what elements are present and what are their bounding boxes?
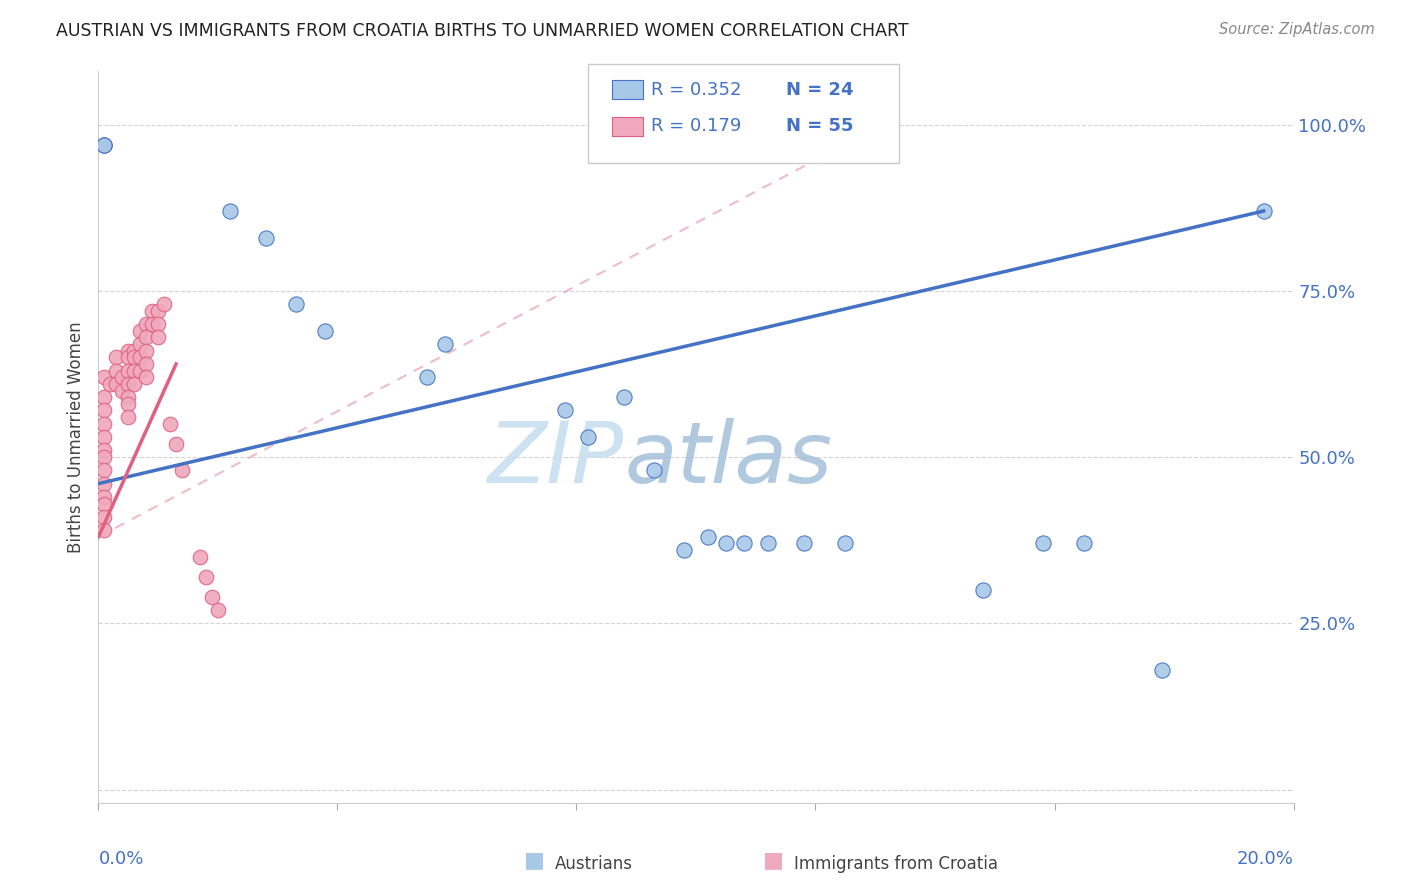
Point (124, 351, 146, 365)
Point (554, 403, 576, 417)
Point (105, 351, 128, 365)
Point (188, 549, 211, 564)
Point (93, 137, 115, 152)
Text: ZIP: ZIP (488, 417, 624, 500)
Point (148, 330, 170, 344)
Point (117, 390, 139, 404)
Text: N = 55: N = 55 (786, 117, 853, 136)
Point (93, 476, 115, 491)
Point (93, 509, 115, 524)
Point (972, 582, 994, 597)
Point (201, 590, 224, 604)
Point (159, 417, 181, 431)
Point (124, 376, 146, 391)
Point (148, 303, 170, 318)
Point (93, 523, 115, 537)
Point (756, 536, 779, 550)
Point (93, 137, 115, 152)
Point (416, 370, 439, 384)
Point (93, 430, 115, 444)
Point (141, 303, 163, 318)
Text: ■: ■ (763, 850, 785, 871)
Point (165, 436, 187, 450)
Text: Immigrants from Croatia: Immigrants from Croatia (794, 855, 998, 873)
Point (135, 370, 157, 384)
Text: Source: ZipAtlas.com: Source: ZipAtlas.com (1219, 22, 1375, 37)
Point (111, 384, 134, 398)
Point (93, 497, 115, 511)
Point (141, 317, 163, 331)
Point (117, 363, 139, 377)
Point (1073, 536, 1095, 550)
Text: Austrians: Austrians (555, 855, 633, 873)
Point (129, 324, 152, 338)
Point (148, 317, 170, 331)
Point (93, 443, 115, 458)
Point (793, 536, 815, 550)
Point (643, 463, 665, 477)
Text: 0.0%: 0.0% (98, 850, 143, 868)
Point (172, 463, 194, 477)
Point (315, 324, 337, 338)
Text: R = 0.352: R = 0.352 (651, 80, 741, 99)
Point (93, 137, 115, 152)
Text: N = 24: N = 24 (786, 80, 853, 99)
Point (254, 230, 277, 244)
Point (93, 417, 115, 431)
Point (117, 376, 139, 391)
Point (613, 390, 636, 404)
Point (195, 570, 218, 584)
Point (117, 397, 139, 411)
Point (117, 410, 139, 425)
Point (93, 137, 115, 152)
Text: R = 0.179: R = 0.179 (651, 117, 741, 136)
Point (129, 337, 152, 351)
FancyBboxPatch shape (589, 64, 900, 163)
Point (105, 376, 128, 391)
Point (93, 463, 115, 477)
Point (1253, 204, 1275, 219)
FancyBboxPatch shape (613, 117, 644, 136)
Point (697, 530, 720, 544)
Point (733, 536, 755, 550)
Point (135, 317, 157, 331)
Point (93, 490, 115, 504)
Point (1152, 663, 1174, 677)
Point (129, 363, 152, 377)
Point (117, 343, 139, 358)
Text: 20.0%: 20.0% (1237, 850, 1294, 868)
Point (284, 297, 307, 311)
Point (98, 376, 122, 391)
Y-axis label: Births to Unmarried Women: Births to Unmarried Women (66, 321, 84, 553)
Point (135, 357, 157, 371)
Point (124, 343, 146, 358)
Point (834, 536, 856, 550)
Point (714, 536, 737, 550)
Text: AUSTRIAN VS IMMIGRANTS FROM CROATIA BIRTHS TO UNMARRIED WOMEN CORRELATION CHART: AUSTRIAN VS IMMIGRANTS FROM CROATIA BIRT… (56, 22, 908, 40)
Point (135, 343, 157, 358)
Point (1032, 536, 1054, 550)
Point (434, 337, 457, 351)
Point (578, 430, 600, 444)
Point (111, 370, 134, 384)
Point (219, 204, 242, 219)
Point (93, 137, 115, 152)
Point (207, 603, 229, 617)
Text: atlas: atlas (624, 417, 832, 500)
Text: ■: ■ (524, 850, 546, 871)
Point (135, 330, 157, 344)
Point (124, 363, 146, 377)
Point (129, 351, 152, 365)
Point (673, 543, 696, 558)
Point (93, 403, 115, 417)
Point (93, 450, 115, 464)
Point (105, 363, 128, 377)
Point (117, 351, 139, 365)
FancyBboxPatch shape (613, 80, 644, 99)
Point (93, 390, 115, 404)
Point (93, 370, 115, 384)
Point (153, 297, 176, 311)
